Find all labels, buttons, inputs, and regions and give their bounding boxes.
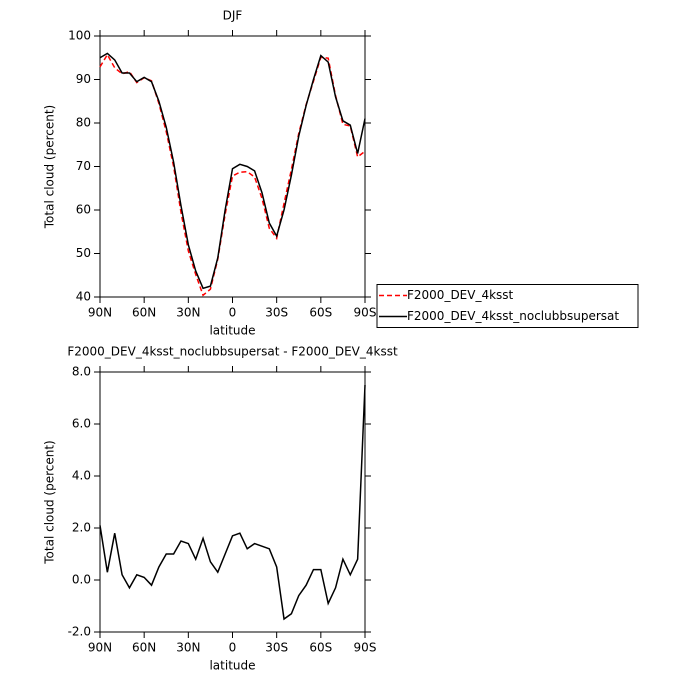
x-tick-label: 90S — [354, 306, 377, 320]
x-tick-label: 90N — [88, 306, 112, 320]
y-tick-label: 100 — [68, 29, 91, 43]
y-tick-label: 70 — [76, 159, 91, 173]
x-tick-label: 30N — [176, 641, 200, 655]
y-tick-label: 0.0 — [72, 573, 91, 587]
y-axis-label: Total cloud (percent) — [43, 105, 57, 229]
x-tick-label: 30N — [176, 306, 200, 320]
x-tick-label: 60N — [132, 306, 156, 320]
y-tick-label: 40 — [76, 290, 91, 304]
y-tick-label: 6.0 — [72, 417, 91, 431]
x-tick-label: 60N — [132, 641, 156, 655]
y-tick-label: 4.0 — [72, 469, 91, 483]
chart-title: DJF — [223, 9, 243, 23]
series-line — [99, 52, 366, 290]
x-tick-label: 90S — [354, 641, 377, 655]
x-tick-label: 90N — [88, 641, 112, 655]
y-tick-label: 60 — [76, 203, 91, 217]
series-line — [99, 384, 366, 621]
chart-title: F2000_DEV_4ksst_noclubbsupersat - F2000_… — [67, 345, 398, 359]
x-tick-label: 0 — [229, 641, 237, 655]
x-tick-label: 0 — [229, 306, 237, 320]
x-tick-label: 30S — [265, 641, 288, 655]
series-line — [99, 53, 366, 297]
legend-label: F2000_DEV_4ksst_noclubbsupersat — [407, 309, 619, 323]
y-tick-label: 50 — [76, 246, 91, 260]
y-tick-label: 80 — [76, 116, 91, 130]
x-tick-label: 60S — [309, 641, 332, 655]
plot-frame — [99, 35, 366, 298]
y-tick-label: 2.0 — [72, 521, 91, 535]
x-tick-label: 60S — [309, 306, 332, 320]
y-tick-label: 8.0 — [72, 365, 91, 379]
legend-label: F2000_DEV_4ksst — [407, 288, 514, 302]
y-axis-label: Total cloud (percent) — [43, 440, 57, 564]
legend-frame — [376, 284, 639, 328]
x-axis-label: latitude — [209, 324, 255, 338]
y-tick-label: 90 — [76, 72, 91, 86]
y-tick-label: -2.0 — [68, 625, 91, 639]
x-axis-label: latitude — [209, 659, 255, 673]
x-tick-label: 30S — [265, 306, 288, 320]
